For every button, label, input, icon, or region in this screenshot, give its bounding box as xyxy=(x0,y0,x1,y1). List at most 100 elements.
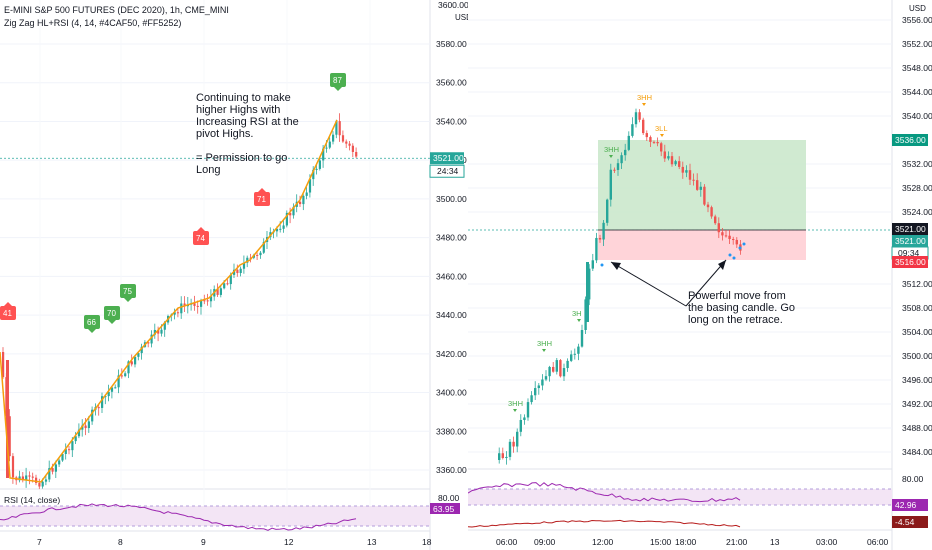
candle-body xyxy=(714,216,717,224)
candle-body xyxy=(28,475,31,477)
last-price-tag xyxy=(892,235,928,247)
time-tick-label: 03:00 xyxy=(816,537,838,547)
oscillator-value-tag xyxy=(892,516,928,528)
candle-body xyxy=(685,170,688,173)
pivot-dot xyxy=(600,263,604,267)
candle-body xyxy=(219,288,222,295)
price-tick-label: 3580.00 xyxy=(436,39,467,49)
zigzag-pivot-label: 3HH xyxy=(508,399,523,408)
candle-body xyxy=(54,464,57,472)
time-tick-label: 18 xyxy=(422,537,432,547)
pivot-dot xyxy=(732,256,736,260)
rsi-band xyxy=(468,489,892,505)
rsi-pivot-value: 70 xyxy=(107,309,116,318)
candle-body xyxy=(505,456,508,459)
candle-body xyxy=(21,476,24,481)
rsi-title: RSI (14, close) xyxy=(4,495,60,505)
zigzag-pivot-marker xyxy=(609,155,613,158)
candle-body xyxy=(562,368,566,377)
price-tick-label: 3524.00 xyxy=(902,207,932,217)
candle-body xyxy=(110,387,114,392)
annotation-line: the basing candle. Go xyxy=(688,302,796,314)
candle-body xyxy=(315,168,318,170)
candle-body xyxy=(345,141,348,144)
candle-body xyxy=(652,141,656,143)
price-tick-label: 3400.00 xyxy=(436,388,467,398)
countdown-tag-text: 24:34 xyxy=(437,166,459,176)
oscillator-value-tag-text: -4.54 xyxy=(895,517,915,527)
candle-body xyxy=(678,161,681,167)
candle-body xyxy=(236,269,239,274)
candle-body xyxy=(318,160,321,169)
price-tick-label: 3440.00 xyxy=(436,310,467,320)
candle-body xyxy=(688,170,692,180)
candle-body xyxy=(523,417,526,420)
price-tick-label: 3508.00 xyxy=(902,303,932,313)
rsi-pivot-value: 66 xyxy=(87,318,96,327)
zigzag-pivot-label: 3LL xyxy=(655,124,668,133)
stop-price-tag xyxy=(892,256,928,268)
candle-body xyxy=(570,354,573,361)
candle-body xyxy=(209,296,213,302)
candle-body xyxy=(559,360,562,377)
rsi-band xyxy=(0,506,430,526)
target-price-tag xyxy=(892,134,928,146)
entry-price-tag xyxy=(892,223,928,235)
long-position-stop-zone xyxy=(598,230,806,260)
candle-body xyxy=(183,303,186,307)
candle-body xyxy=(598,237,602,240)
pivot-dot xyxy=(728,253,732,257)
price-tick-label: 3500.00 xyxy=(436,194,467,204)
candle-body xyxy=(516,431,519,447)
candle-body xyxy=(580,330,584,347)
price-tick-label: 3420.00 xyxy=(436,349,467,359)
candle-body xyxy=(134,356,137,365)
candle-body xyxy=(674,161,677,165)
price-tick-label: 3560.00 xyxy=(436,78,467,88)
candle-body xyxy=(35,477,38,483)
candle-body xyxy=(584,299,587,331)
candle-body xyxy=(147,342,150,344)
price-tick-label: 3512.00 xyxy=(902,279,932,289)
candle-body xyxy=(696,180,699,190)
candle-body xyxy=(703,186,706,205)
candle-body xyxy=(262,241,265,253)
candle-body xyxy=(656,142,659,144)
rsi-pivot-pointer xyxy=(4,302,12,306)
candle-body xyxy=(256,254,259,256)
last-price-tag-text: 3521.00 xyxy=(433,153,464,163)
zigzag-line xyxy=(0,119,338,483)
rsi-axis-label: 80.00 xyxy=(902,474,924,484)
time-tick-label: 06:00 xyxy=(496,537,518,547)
time-tick-label: 9 xyxy=(201,537,206,547)
candle-body xyxy=(77,429,81,437)
candle-body xyxy=(355,151,358,157)
right-chart-pane[interactable]: 3HH 3HH 3H 3HH 3HH 3LL 3556.00 3552.00 3548.00 3… xyxy=(468,0,932,550)
time-tick-label: 13 xyxy=(367,537,377,547)
candle-body xyxy=(348,143,351,146)
candle-body xyxy=(670,156,674,165)
candle-body xyxy=(721,232,724,236)
candle-body xyxy=(710,207,713,217)
candle-body xyxy=(328,141,331,148)
rsi-value-tag xyxy=(892,499,928,511)
price-tick-label: 3600.00 xyxy=(438,0,468,10)
candle-body xyxy=(97,407,100,409)
candle-body xyxy=(616,163,620,170)
candle-body xyxy=(541,379,544,386)
candle-body xyxy=(41,481,44,487)
candle-body xyxy=(292,206,295,216)
candle-body xyxy=(87,421,90,429)
candle-body xyxy=(588,268,591,300)
annotation-line: Increasing RSI at the xyxy=(196,116,299,128)
candle-body xyxy=(498,453,501,460)
price-tick-label: 3488.00 xyxy=(902,423,932,433)
rsi-pivot-pointer xyxy=(197,227,205,231)
symbol-title: E-MINI S&P 500 FUTURES (DEC 2020), 1h, C… xyxy=(4,5,229,15)
candle-body xyxy=(91,409,94,422)
candle-body xyxy=(2,352,5,378)
annotation-arrow xyxy=(685,259,727,307)
pivot-dot xyxy=(738,246,742,250)
